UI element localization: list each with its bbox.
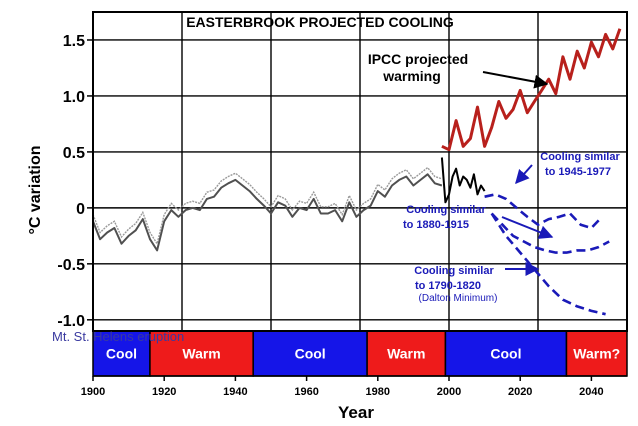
y-axis: 1.5 1.0 0.5 0 -0.5 -1.0 <box>57 33 93 330</box>
annotation-cooling-1880-1915: Cooling similar to 1880-1915 <box>403 204 486 231</box>
annotation-cooling-1945-1977: Cooling similar to 1945-1977 <box>540 151 620 178</box>
plot-frame <box>92 11 628 332</box>
arrow-cooling-1880-1915 <box>501 216 554 239</box>
y-axis-label: °C variation <box>27 145 44 234</box>
phase-bar-5 <box>565 330 628 377</box>
x-tick-label-6: 2020 <box>508 386 532 398</box>
phase-label-5: Warm? <box>573 346 620 362</box>
annotation-cooling-1880-1915-line2: to 1880-1915 <box>403 219 469 231</box>
x-tick-label-3: 1960 <box>294 386 318 398</box>
annotation-cooling-1945-1977-line1: Cooling similar <box>540 151 620 163</box>
x-tick-label-7: 2040 <box>579 386 603 398</box>
y-tick-label-2: 0.5 <box>63 145 85 162</box>
y-tick-label-5: -1.0 <box>57 313 85 330</box>
phase-label-1: Warm <box>182 346 220 362</box>
x-axis: 1900 1920 1940 1960 1980 2000 2020 2040 <box>81 375 627 398</box>
x-tick-label-4: 1980 <box>366 386 390 398</box>
annotation-cooling-dalton-line3: (Dalton Minimum) <box>419 293 498 304</box>
annotation-ipcc: IPCC projected warming <box>368 51 468 84</box>
phase-label-0: Cool <box>106 346 137 362</box>
y-tick-label-1: 1.0 <box>63 89 85 106</box>
series-line-1 <box>440 157 486 204</box>
y-tick-label-0: 1.5 <box>63 33 85 50</box>
series-line-0-shadow <box>92 166 443 246</box>
phase-label-2: Cool <box>295 346 326 362</box>
x-axis-label: Year <box>338 403 374 422</box>
annotation-ipcc-line1: IPCC projected <box>368 51 468 67</box>
grid <box>93 12 627 331</box>
x-tick-label-2: 1940 <box>223 386 247 398</box>
annotation-arrows <box>482 71 554 276</box>
phase-bar-1 <box>149 330 254 377</box>
series-line-0 <box>92 173 443 252</box>
series-line-3 <box>484 193 604 230</box>
phase-bar-4 <box>444 330 568 377</box>
annotation-cooling-dalton-line1: Cooling similar <box>414 265 494 277</box>
annotation-cooling-1880-1915-line1: Cooling similar <box>406 204 486 216</box>
y-tick-label-3: 0 <box>76 201 85 218</box>
chart-title: EASTERBROOK PROJECTED COOLING <box>186 14 454 30</box>
arrow-cooling-1945-1977 <box>515 164 533 185</box>
phase-label-4: Cool <box>490 346 521 362</box>
series-group <box>92 28 622 316</box>
annotation-cooling-dalton: Cooling similar to 1790-1820 (Dalton Min… <box>414 265 497 304</box>
series-line-4 <box>490 212 610 254</box>
phase-label-3: Warm <box>387 346 425 362</box>
series-line-2 <box>441 28 622 152</box>
y-tick-label-4: -0.5 <box>57 257 85 274</box>
series-line-5 <box>490 212 606 316</box>
x-tick-label-0: 1900 <box>81 386 105 398</box>
phase-bar-3 <box>366 330 447 377</box>
arrow-ipcc <box>482 71 549 89</box>
phase-bars: Cool Warm Cool Warm Cool Warm? <box>92 330 628 377</box>
annotation-mt-st-helens: Mt. St. Helens eruption <box>52 329 184 344</box>
annotation-cooling-dalton-line2: to 1790-1820 <box>415 280 481 292</box>
annotation-cooling-1945-1977-line2: to 1945-1977 <box>545 166 611 178</box>
x-tick-label-5: 2000 <box>437 386 461 398</box>
x-tick-label-1: 1920 <box>152 386 176 398</box>
annotation-ipcc-line2: warming <box>382 68 441 84</box>
